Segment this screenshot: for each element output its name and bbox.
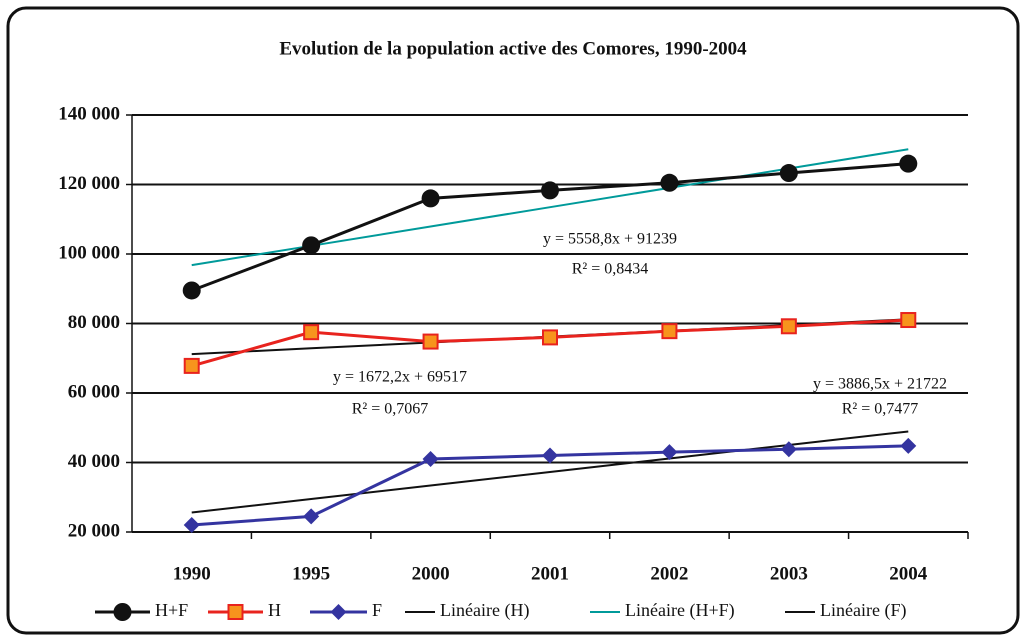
- legend-marker: [330, 604, 347, 620]
- data-point: [421, 189, 440, 208]
- y-tick-label: 20 000: [68, 520, 120, 541]
- data-point: [542, 447, 558, 464]
- y-tick-label: 80 000: [68, 312, 120, 333]
- data-point: [780, 318, 797, 335]
- annotation: y = 1672,2x + 69517: [333, 369, 467, 386]
- annotation: y = 5558,8x + 91239: [543, 231, 677, 248]
- x-tick-label: 1995: [292, 563, 330, 584]
- y-tick-label: 40 000: [68, 451, 120, 472]
- annotation: R² = 0,7067: [352, 401, 429, 418]
- x-tick-label: 2001: [531, 563, 569, 584]
- data-point: [542, 329, 558, 346]
- x-tick-label: 2004: [889, 563, 928, 584]
- x-tick-label: 2002: [650, 563, 688, 584]
- x-tick-label: 2003: [770, 563, 808, 584]
- data-point: [541, 181, 559, 200]
- y-tick-label: 120 000: [58, 173, 120, 194]
- data-point: [303, 508, 320, 525]
- annotation: R² = 0,8434: [572, 261, 649, 278]
- data-point: [303, 324, 320, 341]
- data-point: [661, 323, 678, 340]
- data-point: [182, 281, 201, 300]
- data-point: [183, 517, 200, 534]
- legend-label: F: [372, 600, 382, 620]
- data-point: [183, 357, 200, 374]
- annotation: R² = 0,7477: [842, 401, 919, 418]
- chart-title: Evolution de la population active des Co…: [279, 38, 747, 59]
- legend-marker: [113, 603, 132, 621]
- legend-marker: [227, 604, 244, 620]
- data-point: [779, 164, 798, 183]
- chart-frame: [6, 6, 1020, 635]
- y-tick-label: 100 000: [58, 242, 120, 263]
- data-point: [780, 441, 797, 458]
- legend-label: Linéaire (H+F): [625, 600, 735, 621]
- annotation: y = 3886,5x + 21722: [813, 376, 947, 393]
- data-point: [900, 437, 917, 454]
- legend-label: H+F: [155, 600, 188, 620]
- legend-label: H: [268, 600, 281, 620]
- data-point: [661, 444, 678, 461]
- data-point: [302, 236, 321, 255]
- data-point: [422, 333, 439, 350]
- y-tick-label: 140 000: [58, 103, 120, 124]
- data-point: [422, 451, 439, 468]
- data-point: [660, 173, 679, 192]
- y-tick-label: 60 000: [68, 381, 120, 402]
- data-point: [900, 312, 917, 329]
- x-tick-label: 1990: [173, 563, 211, 584]
- legend-label: Linéaire (H): [440, 600, 529, 621]
- legend-label: Linéaire (F): [820, 600, 906, 621]
- x-tick-label: 2000: [412, 563, 450, 584]
- data-point: [899, 154, 918, 173]
